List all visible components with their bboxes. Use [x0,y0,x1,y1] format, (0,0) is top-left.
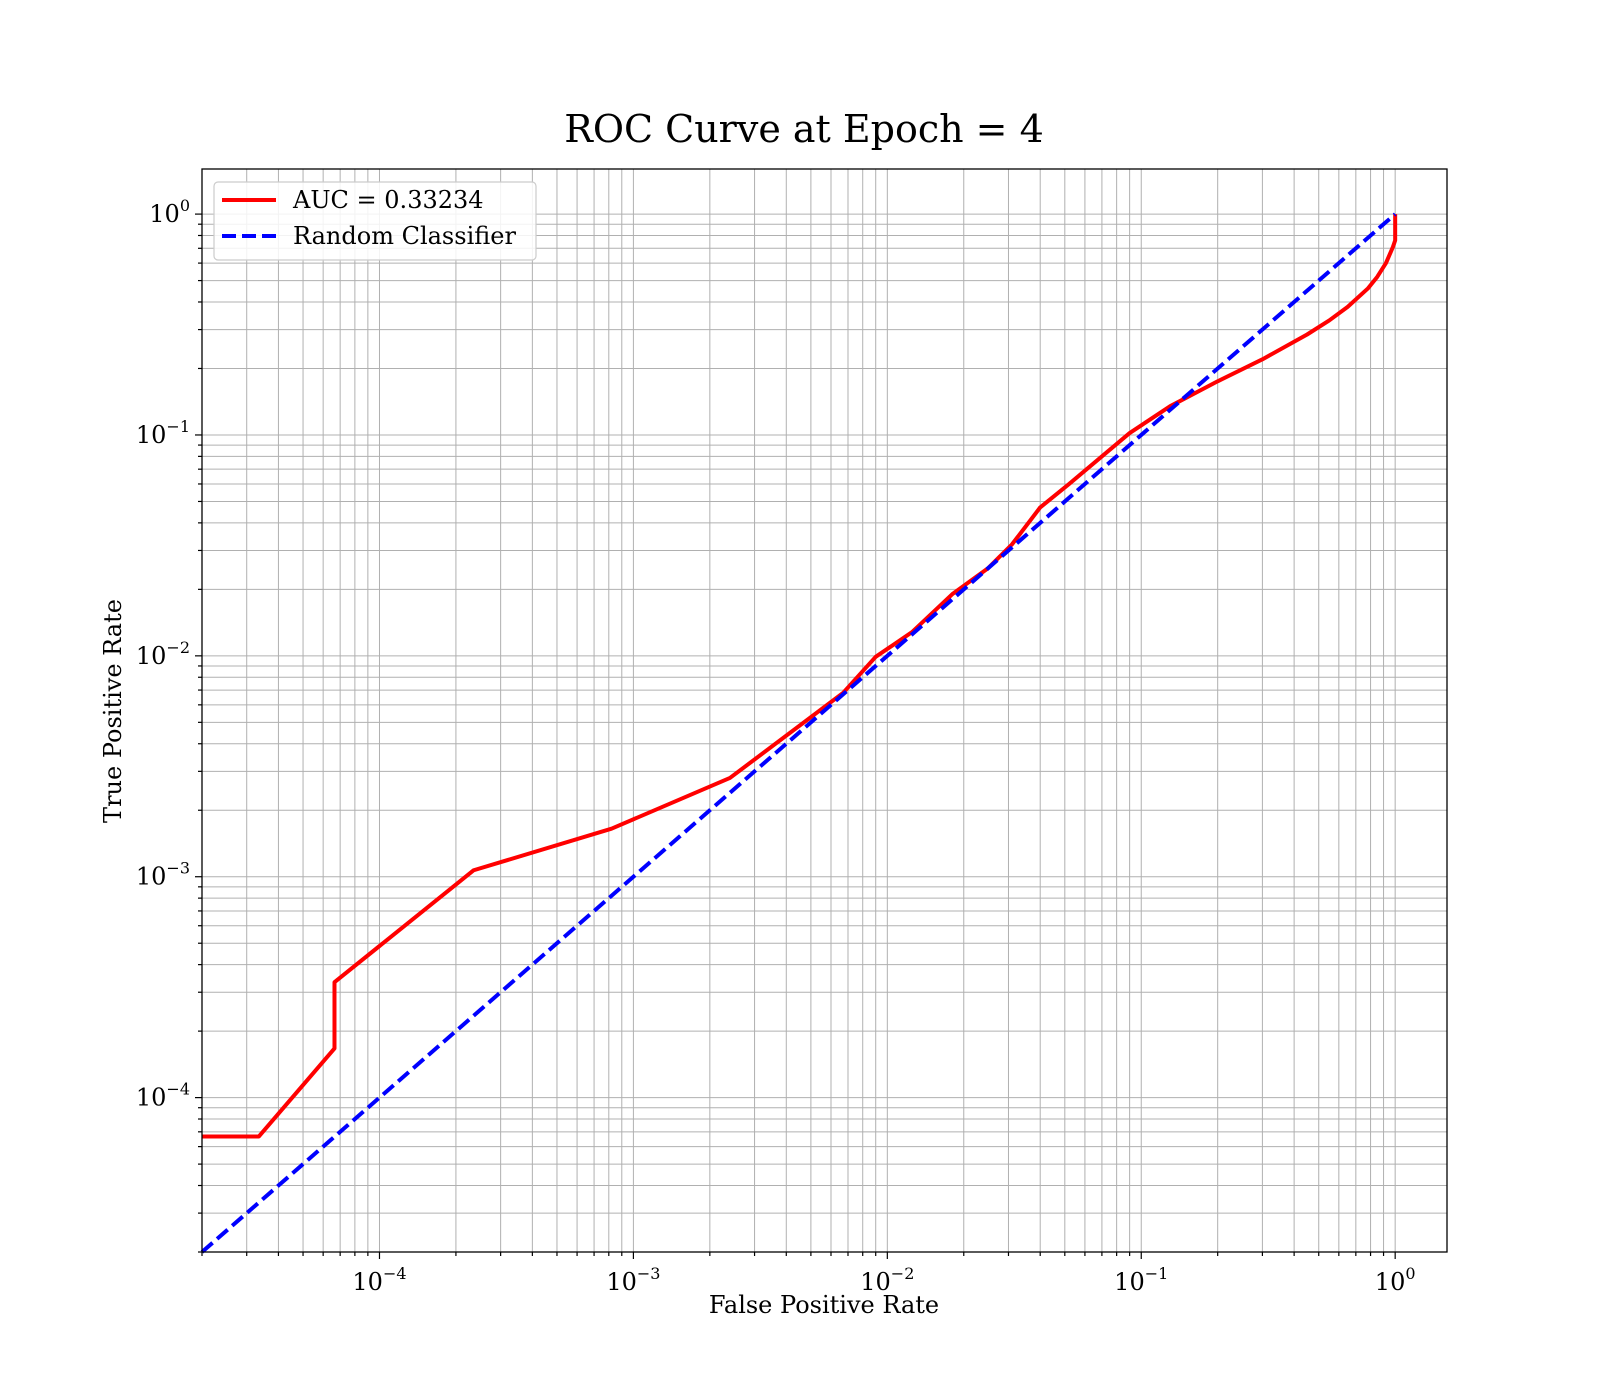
x-tick-label: 100 [1375,1264,1416,1296]
y-tick-label: 10−1 [136,417,190,449]
chart-title: ROC Curve at Epoch = 4 [564,107,1044,151]
y-axis-label: True Positive Rate [99,599,127,823]
y-tick-label: 10−2 [136,638,190,670]
x-axis-label: False Positive Rate [709,1291,939,1319]
x-tick-label: 10−4 [352,1264,406,1296]
axis-ticks: 10−4 10−3 10−2 10−1 100 100 10−1 10−2 10−3 10−4 [136,196,1416,1296]
legend-label-random: Random Classifier [293,222,516,250]
legend-box [213,181,537,261]
y-tick-label: 10−3 [136,859,190,891]
y-tick-label: 10−4 [136,1080,190,1112]
y-tick-label: 100 [149,196,190,228]
series-line-0 [202,214,1398,1139]
x-tick-label: 10−2 [860,1264,914,1296]
x-tick-label: 10−3 [606,1264,660,1296]
series-line-1 [200,212,1397,1254]
plot-frame [201,168,1448,1253]
plot-area [200,212,1398,1254]
x-tick-label: 10−1 [1114,1264,1168,1296]
legend-label-auc: AUC = 0.33234 [292,186,484,214]
grid [201,169,1447,1253]
legend: AUC = 0.33234 Random Classifier [213,181,537,261]
